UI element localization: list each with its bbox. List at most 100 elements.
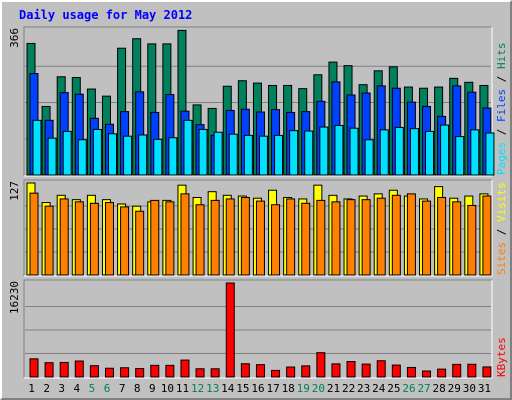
x-label-day-18: 18 [282,382,295,395]
x-label-day-6: 6 [104,382,111,395]
bar-pages-day-28 [440,124,450,176]
bar-sites-day-20 [316,199,326,276]
chart-title: Daily usage for May 2012 [19,8,192,22]
bar-sites-day-7 [120,206,130,276]
panel-volume [23,279,493,379]
x-label-day-27: 27 [417,382,430,395]
bar-pages-day-14 [228,133,238,176]
bar-pages-day-25 [394,126,404,176]
bar-sites-day-18 [286,198,296,276]
bar-sites-day-15 [240,196,250,276]
panel-visitors [23,179,493,277]
bar-sites-day-23 [361,199,371,276]
bar-sites-day-4 [74,201,84,276]
bar-kbytes-day-25 [391,364,401,378]
panel-border-light [24,280,493,379]
x-label-day-11: 11 [176,382,189,395]
bar-kbytes-day-21 [331,363,341,378]
x-label-day-21: 21 [327,382,340,395]
bar-kbytes-day-1 [29,358,39,378]
bar-sites-day-6 [104,202,114,276]
bar-sites-day-5 [89,202,99,276]
bar-kbytes-day-12 [195,368,205,378]
bar-pages-day-21 [334,124,344,176]
panel-background [24,280,492,378]
legend-pages: Pages [495,142,508,175]
x-label-day-7: 7 [119,382,126,395]
legend-separator: / [495,122,508,142]
bar-sites-day-24 [376,197,386,276]
x-label-day-12: 12 [191,382,204,395]
x-label-day-19: 19 [297,382,310,395]
bar-pages-day-6 [107,133,117,176]
bar-pages-day-11 [183,119,193,176]
y-axis-max-labels: 366 127 16230 [8,28,21,314]
legend-0: Pages / Files / Hits [495,43,508,176]
bar-kbytes-day-3 [59,361,69,378]
bar-pages-day-20 [319,126,329,176]
x-label-day-4: 4 [74,382,81,395]
bar-kbytes-day-6 [104,367,114,378]
x-label-day-14: 14 [221,382,235,395]
bar-pages-day-3 [62,130,72,176]
panel-border-dark [23,279,492,378]
legend-separator: / [495,222,508,242]
legend-sites: Sites [495,242,508,275]
y-max-label-requests: 366 [8,28,21,48]
x-label-day-1: 1 [28,382,35,395]
x-label-day-3: 3 [58,382,65,395]
bar-kbytes-day-5 [89,365,99,378]
bar-sites-day-26 [406,193,416,276]
bar-sites-day-27 [422,200,432,276]
bar-sites-day-31 [482,195,492,276]
bar-kbytes-day-9 [150,364,160,378]
bar-sites-day-9 [150,199,160,276]
chart-panels [23,26,495,379]
bar-pages-day-2 [47,137,57,176]
bar-pages-day-4 [77,139,87,176]
bar-kbytes-day-14 [225,282,235,378]
bar-sites-day-8 [135,210,145,276]
bar-pages-day-12 [198,128,208,176]
bar-sites-day-12 [195,204,205,276]
bar-kbytes-day-4 [74,360,84,378]
bar-sites-day-1 [29,192,39,276]
panel-border-dark [23,179,492,276]
bar-sites-day-19 [301,202,311,276]
bar-pages-day-1 [32,119,42,176]
legend-files: Files [495,89,508,122]
x-label-day-15: 15 [236,382,249,395]
x-label-day-5: 5 [89,382,96,395]
bar-sites-day-21 [331,201,341,276]
x-label-day-28: 28 [433,382,446,395]
bar-kbytes-day-19 [301,365,311,378]
bar-kbytes-day-24 [376,360,386,378]
bar-sites-day-13 [210,199,220,276]
x-label-day-30: 30 [463,382,476,395]
panel-border-light [24,180,493,277]
bar-kbytes-day-2 [44,362,54,378]
bar-kbytes-day-30 [467,363,477,378]
legend-visits: Visits [495,182,508,222]
x-label-day-24: 24 [372,382,386,395]
bar-kbytes-day-20 [316,352,326,378]
panel-border-dark [23,26,492,176]
bar-pages-day-27 [425,130,435,176]
legend-separator: / [495,69,508,89]
bar-sites-day-10 [165,201,175,276]
bar-kbytes-day-13 [210,368,220,378]
bar-pages-day-29 [455,136,465,176]
x-label-day-17: 17 [266,382,279,395]
bar-pages-day-24 [379,129,389,176]
bar-kbytes-day-10 [165,364,175,378]
bar-pages-day-19 [304,130,314,176]
x-label-day-2: 2 [43,382,50,395]
bar-pages-day-17 [274,134,284,176]
panel-requests [23,26,495,177]
bar-pages-day-13 [213,131,223,176]
y-max-label-visitors: 127 [8,181,21,201]
bar-pages-day-18 [289,130,299,176]
bar-pages-day-5 [92,128,102,176]
legend-2: KBytes [495,337,508,377]
